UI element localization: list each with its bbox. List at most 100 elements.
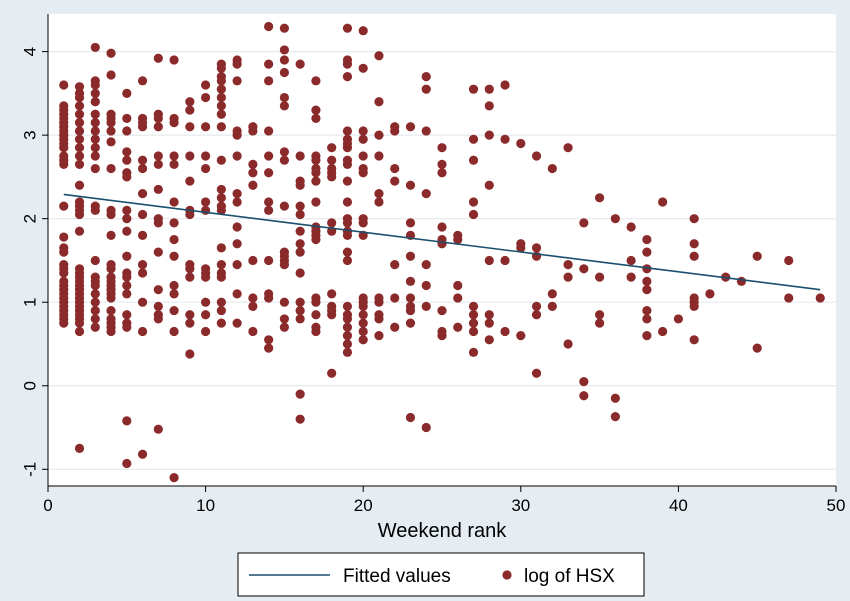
data-point: [358, 134, 368, 144]
data-point: [516, 243, 526, 253]
data-point: [122, 416, 132, 426]
data-point: [642, 247, 652, 257]
data-point: [106, 326, 116, 337]
data-point: [122, 126, 132, 136]
data-point: [295, 201, 305, 211]
data-point: [201, 197, 211, 207]
data-point: [437, 239, 447, 249]
gridlines: [48, 50, 836, 470]
data-point: [311, 176, 321, 186]
data-point: [232, 76, 242, 86]
data-point: [169, 305, 179, 316]
data-point: [122, 310, 132, 320]
data-point: [390, 126, 400, 136]
data-point: [122, 113, 132, 124]
data-point: [342, 301, 353, 311]
data-point: [311, 113, 321, 124]
data-point: [137, 297, 148, 307]
data-point: [122, 88, 132, 98]
data-point: [421, 301, 431, 311]
data-point: [185, 176, 195, 186]
data-point: [248, 293, 258, 303]
data-point: [90, 289, 100, 299]
data-point: [90, 118, 100, 128]
data-point: [516, 138, 526, 149]
data-point: [201, 272, 211, 282]
data-point: [59, 268, 69, 278]
data-point: [216, 76, 226, 86]
data-point: [74, 109, 85, 119]
data-point: [453, 280, 463, 291]
data-point: [421, 260, 431, 270]
data-point: [374, 97, 384, 107]
data-point: [342, 247, 353, 257]
y-tick-label: -1: [21, 462, 40, 477]
data-point: [90, 280, 100, 291]
data-point: [405, 251, 416, 261]
data-point: [358, 63, 368, 73]
x-tick-label: 20: [354, 496, 373, 515]
data-point: [531, 151, 542, 161]
data-point: [295, 226, 305, 236]
data-point: [405, 318, 416, 328]
data-point: [374, 151, 384, 161]
data-point: [74, 318, 85, 328]
data-point: [169, 197, 179, 207]
data-point: [279, 314, 289, 324]
data-point: [248, 126, 258, 136]
data-point: [468, 134, 479, 144]
data-point: [137, 260, 148, 270]
data-point: [264, 205, 274, 215]
data-point: [342, 314, 353, 324]
data-point: [248, 255, 258, 266]
x-tick-label: 40: [669, 496, 688, 515]
data-point: [137, 230, 148, 240]
data-point: [405, 180, 416, 190]
y-tick-label: 1: [21, 297, 40, 306]
data-point: [279, 92, 289, 103]
data-point: [579, 218, 589, 228]
data-point: [547, 289, 557, 299]
data-point: [74, 226, 85, 236]
data-point: [421, 422, 431, 433]
data-point: [547, 301, 557, 311]
data-point: [484, 130, 494, 140]
data-point: [185, 264, 195, 274]
data-point: [90, 134, 100, 144]
data-point: [248, 326, 258, 337]
data-point: [201, 92, 211, 103]
data-point: [295, 151, 305, 161]
data-point: [516, 331, 526, 341]
data-point: [59, 159, 69, 169]
data-point: [279, 147, 289, 157]
data-point: [374, 189, 384, 199]
data-point: [74, 443, 85, 454]
data-point: [642, 264, 652, 274]
data-point: [216, 305, 226, 316]
data-point: [468, 326, 479, 337]
data-point: [201, 205, 211, 215]
data-point: [579, 264, 589, 274]
data-point: [137, 155, 148, 165]
data-point: [232, 151, 242, 161]
data-point: [90, 305, 100, 316]
data-point: [374, 331, 384, 341]
data-point: [279, 297, 289, 307]
data-point: [358, 318, 368, 328]
data-point: [153, 184, 163, 195]
data-point: [311, 310, 321, 320]
data-point: [295, 305, 305, 316]
data-point: [169, 234, 179, 245]
data-point: [453, 322, 463, 332]
data-point: [169, 55, 179, 65]
data-point: [232, 260, 242, 270]
data-point: [216, 155, 226, 165]
data-point: [106, 230, 116, 240]
y-tick-label: 0: [21, 381, 40, 390]
data-point: [421, 189, 431, 199]
data-point: [500, 80, 510, 90]
data-point: [90, 322, 100, 332]
data-point: [484, 255, 494, 266]
data-point: [279, 155, 289, 165]
data-point: [137, 163, 148, 174]
